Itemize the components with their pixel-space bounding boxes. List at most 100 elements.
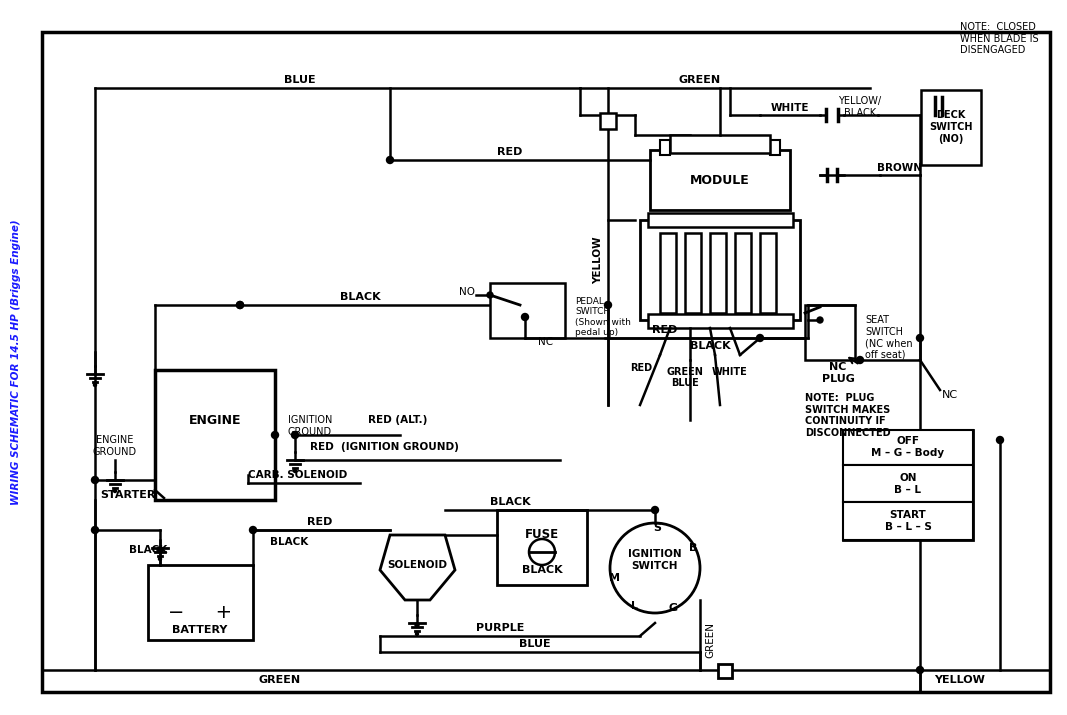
Text: BLACK: BLACK <box>129 545 168 555</box>
Bar <box>660 233 676 313</box>
Circle shape <box>917 666 924 674</box>
Text: BLUE: BLUE <box>520 639 551 649</box>
Circle shape <box>652 506 658 513</box>
Text: RED: RED <box>652 325 678 335</box>
Circle shape <box>857 357 863 363</box>
Circle shape <box>92 476 98 483</box>
Circle shape <box>159 558 161 561</box>
Text: ENGINE: ENGINE <box>189 413 241 427</box>
Text: BLACK: BLACK <box>270 537 308 547</box>
Text: ENGINE
GROUND: ENGINE GROUND <box>93 435 137 457</box>
Text: RED: RED <box>307 517 333 527</box>
Text: BLACK: BLACK <box>490 497 530 507</box>
Text: NC
PLUG: NC PLUG <box>822 363 855 384</box>
Text: NO: NO <box>459 287 475 297</box>
Circle shape <box>291 431 299 438</box>
Text: SEAT
SWITCH
(NC when
off seat): SEAT SWITCH (NC when off seat) <box>865 315 912 360</box>
Circle shape <box>415 633 418 636</box>
Bar <box>670 135 770 153</box>
Text: ON
B – L: ON B – L <box>894 473 922 495</box>
Text: WHITE: WHITE <box>712 367 748 377</box>
Circle shape <box>757 335 764 342</box>
Text: CARB. SOLENOID: CARB. SOLENOID <box>248 470 347 480</box>
Text: START
B – L – S: START B – L – S <box>885 511 931 532</box>
Text: B: B <box>689 543 697 553</box>
Bar <box>843 502 973 540</box>
Circle shape <box>293 470 297 473</box>
Text: NOTE:  PLUG
SWITCH MAKES
CONTINUITY IF
DISCONNECTED: NOTE: PLUG SWITCH MAKES CONTINUITY IF DI… <box>805 393 891 438</box>
Text: PEDAL
SWITCH
(Shown with
pedal up): PEDAL SWITCH (Shown with pedal up) <box>575 297 631 337</box>
Bar <box>490 283 566 338</box>
Bar <box>600 113 616 129</box>
Bar <box>710 233 726 313</box>
Text: IGNITION
SWITCH: IGNITION SWITCH <box>628 549 682 571</box>
Text: S: S <box>653 523 660 533</box>
Circle shape <box>271 431 278 438</box>
Circle shape <box>92 526 98 533</box>
Circle shape <box>817 317 823 323</box>
Bar <box>650 150 790 210</box>
Circle shape <box>94 383 96 387</box>
Circle shape <box>917 335 924 342</box>
Text: YELLOW: YELLOW <box>935 675 986 685</box>
Bar <box>760 233 776 313</box>
Bar <box>648 213 793 227</box>
Text: DECK
SWITCH
(NO): DECK SWITCH (NO) <box>929 110 973 144</box>
Text: RED  (IGNITION GROUND): RED (IGNITION GROUND) <box>310 442 459 452</box>
Text: L: L <box>632 601 638 611</box>
Text: BLACK: BLACK <box>339 292 380 302</box>
Text: YELLOW/
BLACK: YELLOW/ BLACK <box>839 97 881 118</box>
Bar <box>148 565 253 640</box>
Bar <box>843 430 973 540</box>
Text: G: G <box>668 603 678 613</box>
Text: −     +: − + <box>168 603 232 623</box>
Circle shape <box>415 623 419 627</box>
Bar <box>843 465 973 502</box>
Text: MODULE: MODULE <box>690 174 750 187</box>
Text: GREEN: GREEN <box>667 367 703 377</box>
Text: BLACK: BLACK <box>689 341 730 351</box>
Bar <box>660 140 670 155</box>
Text: BLACK: BLACK <box>522 565 562 575</box>
Circle shape <box>157 547 163 553</box>
Text: NOTE:  CLOSED
WHEN BLADE IS
DISENGAGED: NOTE: CLOSED WHEN BLADE IS DISENGAGED <box>960 22 1038 55</box>
Text: BATTERY: BATTERY <box>172 625 227 635</box>
Text: M: M <box>609 573 621 583</box>
Text: GREEN: GREEN <box>259 675 301 685</box>
Circle shape <box>113 490 116 493</box>
Text: NC: NC <box>942 390 958 400</box>
Bar <box>648 314 793 328</box>
Text: OFF
M – G – Body: OFF M – G – Body <box>872 436 944 458</box>
Text: PURPLE: PURPLE <box>476 623 524 633</box>
Circle shape <box>386 157 394 164</box>
Text: SOLENOID: SOLENOID <box>387 560 447 570</box>
Circle shape <box>237 302 243 308</box>
Text: FUSE: FUSE <box>525 528 559 541</box>
Text: WHITE: WHITE <box>770 103 809 113</box>
Bar <box>497 510 587 585</box>
Text: RED: RED <box>630 363 652 373</box>
Text: BLUE: BLUE <box>284 75 316 85</box>
Bar <box>685 233 701 313</box>
Text: RED (ALT.): RED (ALT.) <box>368 415 428 425</box>
Circle shape <box>997 436 1003 443</box>
Text: RED: RED <box>497 147 523 157</box>
Bar <box>770 140 780 155</box>
Text: STARTER: STARTER <box>100 490 156 500</box>
Bar <box>155 370 275 500</box>
Text: GREEN: GREEN <box>679 75 721 85</box>
Bar <box>735 233 751 313</box>
Circle shape <box>250 526 256 533</box>
Text: YELLOW: YELLOW <box>593 236 603 284</box>
Circle shape <box>522 313 528 320</box>
Bar <box>921 90 981 165</box>
Text: NC: NC <box>538 337 553 347</box>
Text: WIRING SCHEMATIC FOR 14.5 HP (Briggs Engine): WIRING SCHEMATIC FOR 14.5 HP (Briggs Eng… <box>11 220 21 505</box>
Bar <box>718 664 732 678</box>
Circle shape <box>605 302 611 308</box>
Circle shape <box>487 292 493 298</box>
Bar <box>640 220 800 320</box>
Text: BROWN: BROWN <box>877 163 923 173</box>
Text: BLUE: BLUE <box>671 378 699 388</box>
Text: IGNITION
GROUND: IGNITION GROUND <box>288 415 333 437</box>
